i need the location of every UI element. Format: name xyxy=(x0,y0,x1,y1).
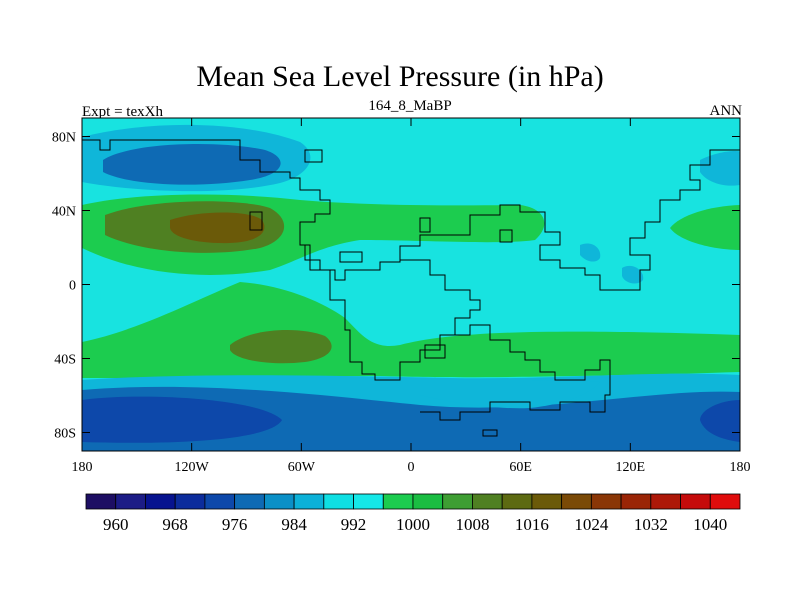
experiment-label: Expt = texXh xyxy=(82,104,163,120)
season-label: ANN xyxy=(709,103,743,119)
colorbar-swatch xyxy=(353,493,384,510)
colorbar-label: 1000 xyxy=(396,515,430,534)
chart-title: Mean Sea Level Pressure (in hPa) xyxy=(196,60,604,93)
colorbar-swatch xyxy=(85,493,117,510)
colorbar-swatch xyxy=(709,493,741,510)
x-tick-label: 180 xyxy=(730,460,751,475)
colorbar-label: 1008 xyxy=(455,515,489,534)
island-3 xyxy=(249,211,263,231)
colorbar-label: 1016 xyxy=(515,515,549,534)
colorbar-swatch xyxy=(472,493,503,510)
south-asia-low xyxy=(622,265,644,284)
north-pacific-low-core xyxy=(103,144,281,185)
y-tick-label: 80S xyxy=(54,427,76,442)
south-pacific-high-core xyxy=(230,329,332,364)
x-tick-label: 180 xyxy=(72,460,93,475)
island-7 xyxy=(424,344,446,359)
colorbar-swatch xyxy=(561,493,592,510)
east-pacific-high xyxy=(670,205,740,250)
island-5 xyxy=(419,217,431,233)
colorbar-label: 1024 xyxy=(574,515,609,534)
colorbar-label: 1040 xyxy=(693,515,727,534)
southern-ocean-low-core-west xyxy=(82,396,282,443)
antarctica-outline xyxy=(420,382,611,421)
island-1 xyxy=(482,429,498,437)
island-6 xyxy=(339,251,363,263)
colorbar: 960 968 976 984 992 1000 1008 1016 1024 1032 1040 xyxy=(85,493,741,534)
antarctic-coast-band xyxy=(420,379,600,409)
colorbar-label: 984 xyxy=(281,515,307,534)
colorbar-swatch xyxy=(145,493,176,510)
colorbar-swatch xyxy=(531,493,563,510)
x-tick-label: 120W xyxy=(175,460,210,475)
north-pacific-high-center xyxy=(170,212,265,244)
colorbar-label: 976 xyxy=(222,515,248,534)
colorbar-label: 1032 xyxy=(634,515,668,534)
map-layer xyxy=(82,118,740,451)
colorbar-swatch xyxy=(412,493,444,510)
colorbar-swatch xyxy=(382,493,414,510)
colorbar-swatch xyxy=(650,493,681,510)
colorbar-swatch xyxy=(293,493,325,510)
x-tick-label: 120E xyxy=(616,460,646,475)
colorbar-swatch xyxy=(204,493,236,510)
colorbar-swatch xyxy=(115,493,146,510)
island-4 xyxy=(499,229,513,243)
y-tick-label: 80N xyxy=(52,131,76,146)
coastlines xyxy=(82,139,740,437)
siberia-low xyxy=(580,243,601,262)
north-america-outline xyxy=(82,139,740,291)
colorbar-label: 960 xyxy=(103,515,129,534)
southern-ocean-low-core-east xyxy=(700,400,740,442)
colorbar-label: 992 xyxy=(341,515,367,534)
colorbar-swatch xyxy=(323,493,354,510)
y-tick-label: 40S xyxy=(54,353,76,368)
colorbar-swatch xyxy=(234,493,265,510)
south-america-outline xyxy=(300,244,481,381)
colorbar-swatch xyxy=(263,493,295,510)
colorbar-swatch xyxy=(680,493,711,510)
y-tick-label: 0 xyxy=(69,279,76,294)
africa-outline xyxy=(440,324,611,382)
x-tick-label: 60W xyxy=(288,460,316,475)
y-tick-label: 40N xyxy=(52,205,76,220)
colorbar-label: 968 xyxy=(162,515,188,534)
colorbar-swatch xyxy=(620,493,652,510)
period-label: 164_8_MaBP xyxy=(368,98,452,114)
colorbar-swatch xyxy=(174,493,206,510)
colorbar-swatch xyxy=(442,493,473,510)
x-axis: 180 120W 60W 0 60E 120E 180 xyxy=(72,118,751,475)
y-axis: 80N 40N 0 40S 80S xyxy=(52,131,740,442)
x-tick-label: 0 xyxy=(408,460,415,475)
island-2 xyxy=(304,149,323,163)
x-tick-label: 60E xyxy=(509,460,532,475)
colorbar-swatch xyxy=(590,493,622,510)
colorbar-swatch xyxy=(501,493,533,510)
